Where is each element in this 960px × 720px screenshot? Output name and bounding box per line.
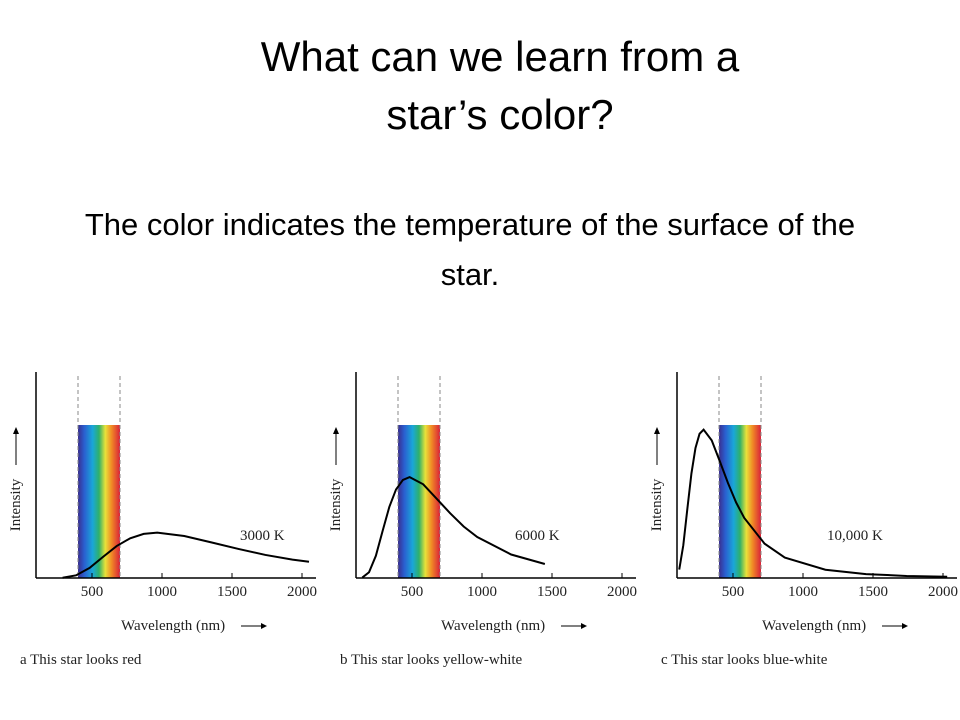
x-axis-label: Wavelength (nm) <box>441 618 545 634</box>
slide-title: What can we learn from a star’s color? <box>260 33 740 138</box>
curve-label: 6000 K <box>515 528 560 544</box>
y-axis-label: Intensity <box>8 478 24 531</box>
y-arrow-head <box>13 427 19 434</box>
caption: c This star looks blue-white <box>661 652 828 668</box>
intensity-curve <box>361 475 546 579</box>
x-arrow-head <box>261 623 267 629</box>
x-tick-label: 2000 <box>287 584 317 600</box>
intensity-curve <box>678 428 948 578</box>
x-tick-label: 500 <box>81 584 104 600</box>
visible-band <box>719 425 761 578</box>
title-box: What can we learn from a star’s color? <box>260 33 740 138</box>
x-axis-label: Wavelength (nm) <box>762 618 866 634</box>
x-arrow-head <box>902 623 908 629</box>
intensity-curve <box>62 531 310 579</box>
caption: b This star looks yellow-white <box>340 652 523 668</box>
y-axis-label: Intensity <box>649 478 665 531</box>
x-arrow-head <box>581 623 587 629</box>
x-tick-label: 1500 <box>858 584 888 600</box>
x-tick-label: 2000 <box>607 584 637 600</box>
x-tick-label: 2000 <box>928 584 958 600</box>
x-axis-label: Wavelength (nm) <box>121 618 225 634</box>
slide-text: The color indicates the temperature of t… <box>84 207 856 292</box>
x-tick-label: 500 <box>722 584 745 600</box>
x-tick-label: 1500 <box>537 584 567 600</box>
y-arrow-head <box>333 427 339 434</box>
x-tick-label: 1500 <box>217 584 247 600</box>
x-tick-label: 1000 <box>147 584 177 600</box>
visible-band <box>398 425 440 578</box>
x-tick-label: 1000 <box>788 584 818 600</box>
curve-label: 3000 K <box>240 528 285 544</box>
curve-label: 10,000 K <box>827 528 883 544</box>
y-arrow-head <box>654 427 660 434</box>
x-tick-label: 1000 <box>467 584 497 600</box>
x-tick-label: 500 <box>401 584 424 600</box>
y-axis-label: Intensity <box>328 478 344 531</box>
text-box: The color indicates the temperature of t… <box>84 207 856 292</box>
caption: a This star looks red <box>20 652 142 668</box>
visible-band <box>78 425 120 578</box>
